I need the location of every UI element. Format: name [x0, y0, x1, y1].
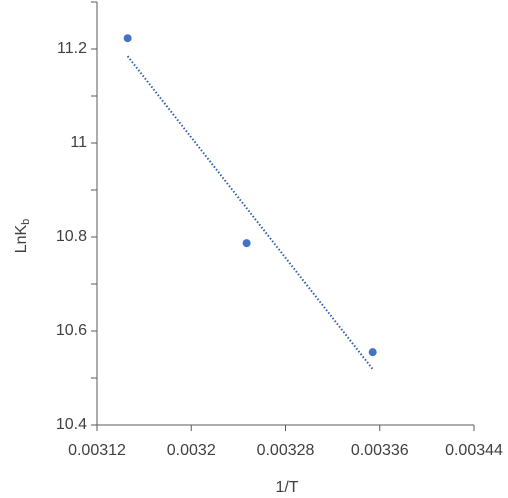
trendline [126, 55, 374, 370]
data-point [242, 239, 251, 248]
y-label-subscript: b [20, 219, 32, 225]
y-axis-label: LnKb [13, 219, 32, 254]
x-tick-label: 0.00344 [445, 442, 503, 459]
y-tick-label: 10.6 [56, 322, 87, 339]
x-tick-label: 0.00312 [68, 442, 126, 459]
x-tick-label: 0.0032 [167, 442, 216, 459]
y-tick-label: 11.2 [57, 40, 87, 57]
x-tick-label: 0.00336 [351, 442, 409, 459]
x-tick-label: 0.00328 [257, 442, 315, 459]
data-point [123, 34, 132, 43]
data-point [368, 348, 377, 357]
x-axis-label: 1/T [275, 479, 298, 496]
y-tick-label: 10.4 [56, 416, 87, 433]
y-label-main: LnK [13, 225, 30, 254]
y-tick-label: 10.8 [56, 228, 87, 245]
y-tick-label: 11 [70, 134, 87, 151]
